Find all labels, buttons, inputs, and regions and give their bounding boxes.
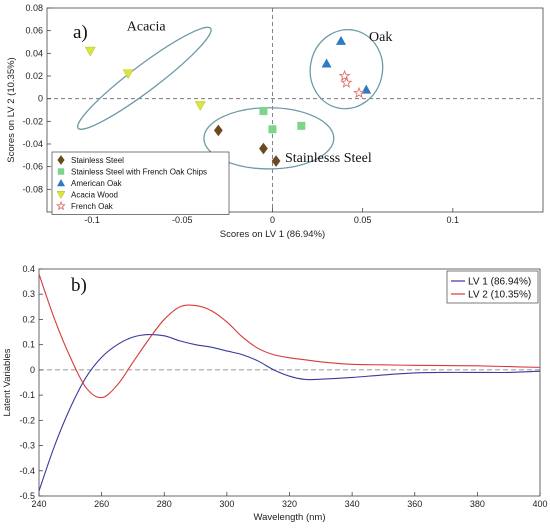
panel-b-y-tick-label: 0.2	[22, 314, 35, 324]
panel-a-y-tick-label: -0.08	[22, 184, 43, 194]
panel-b-lines	[38, 273, 541, 492]
panel-a-y-axis-label: Scores on LV 2 (10.35%)	[6, 57, 17, 162]
panel-b-y-tick-label: 0.4	[22, 264, 35, 274]
panel-a-x-tick-label: 0.05	[354, 215, 372, 225]
line-lv-1-86-94	[38, 333, 541, 492]
point-stainless-steel-2	[259, 142, 268, 155]
panel-b-x-tick-label: 280	[157, 499, 172, 509]
panel-a-y-tick-label: -0.06	[22, 162, 43, 172]
point-french-oak-1	[338, 69, 351, 82]
panel-b-y-tick-label: -0.2	[19, 415, 35, 425]
point-american-oak-1	[335, 35, 346, 45]
panel-a-label: a)	[73, 22, 88, 43]
panel-b-y-tick-label: -0.5	[19, 491, 35, 501]
panel-a-group-labels: Acacia Oak Stainlesss Steel	[127, 20, 393, 166]
legend-b-label-lv-1-86-94: LV 1 (86.94%)	[468, 277, 531, 288]
panel-a-points	[84, 35, 372, 167]
legend-b-label-lv-2-10-35: LV 2 (10.35%)	[468, 290, 531, 301]
group-ellipse-oak	[309, 29, 384, 110]
legend-a-label-french-oak: French Oak	[71, 202, 114, 211]
legend-a-label-stainless-steel-with-french-oak-chips: Stainless Steel with French Oak Chips	[71, 168, 207, 177]
panel-a-scores-plot: -0.1 -0.05 0 0.05 0.1 0.08 0.06 0.04 0.02 0 -0.02 -…	[6, 3, 544, 240]
point-acacia-wood-3	[194, 101, 206, 111]
panel-a-x-tick-label: 0.1	[447, 215, 460, 225]
panel-b-x-tick-label: 340	[345, 499, 360, 509]
legend-a-marker-stainless-steel-with-french-oak-chips	[57, 168, 65, 175]
point-stainless-steel-3	[271, 155, 281, 167]
panel-a-reference-lines	[47, 8, 543, 212]
panel-a-legend: Stainless Steel Stainless Steel with Fren…	[51, 151, 230, 215]
point-stainless-steel-with-french-oak-chips-3	[297, 121, 306, 130]
panel-b-y-tick-label: -0.3	[19, 441, 35, 451]
panel-b-y-tick-label: 0.3	[22, 289, 35, 299]
legend-a-marker-french-oak	[55, 200, 67, 211]
legend-a-marker-stainless-steel	[57, 155, 65, 165]
point-stainless-steel-with-french-oak-chips-1	[259, 107, 268, 116]
legend-a-marker-acacia-wood	[56, 191, 66, 200]
panel-a-y-tick-label: 0.02	[25, 71, 43, 81]
panel-b-x-tick-label: 380	[470, 499, 485, 509]
legend-a-label-american-oak: American Oak	[71, 179, 123, 188]
point-stainless-steel-1	[213, 124, 223, 137]
legend-a-label-acacia-wood: Acacia Wood	[71, 191, 118, 200]
group-label-acacia: Acacia	[127, 20, 167, 35]
panel-a-y-tick-label: -0.04	[22, 139, 43, 149]
panel-a-y-tick-label: 0.04	[25, 48, 43, 58]
panel-a-x-tick-label: 0	[270, 215, 275, 225]
point-acacia-wood-2	[122, 69, 134, 80]
panel-b-x-tick-label: 320	[282, 499, 297, 509]
group-ellipse-acacia	[77, 26, 212, 130]
panel-b-x-tick-label: 360	[407, 499, 422, 509]
panel-a-x-axis-label: Scores on LV 1 (86.94%)	[220, 229, 325, 240]
panel-a-y-tick-label: -0.02	[22, 116, 43, 126]
panel-a-y-tick-label: 0	[38, 94, 43, 104]
legend-a-label-stainless-steel: Stainless Steel	[71, 156, 124, 165]
panel-a-y-tick-label: 0.08	[25, 3, 43, 13]
group-label-oak: Oak	[369, 30, 392, 45]
panel-b-ticks: 240 260 280 300 320 340 360 380 400 0.4 0.3 0.2 0.1 0…	[19, 264, 547, 509]
point-acacia-wood-1	[84, 46, 96, 57]
panel-b-y-tick-label: -0.4	[19, 466, 35, 476]
panel-b-x-tick-label: 300	[219, 499, 234, 509]
point-french-oak-2	[340, 76, 353, 88]
panel-a-x-tick-label: -0.05	[172, 215, 193, 225]
panel-b-loadings-plot: 240 260 280 300 320 340 360 380 400 0.4 0.3 0.2 0.1 0…	[2, 264, 548, 523]
panel-b-y-tick-label: -0.1	[19, 390, 35, 400]
panel-b-legend-box	[446, 270, 539, 304]
panel-b-legend: LV 1 (86.94%) LV 2 (10.35%)	[446, 270, 539, 304]
point-stainless-steel-with-french-oak-chips-2	[268, 125, 277, 134]
legend-a-marker-american-oak	[57, 179, 65, 187]
point-american-oak-2	[321, 58, 332, 68]
panel-b-y-axis-label: Latent Variables	[2, 348, 13, 416]
panel-b-x-axis-label: Wavelength (nm)	[254, 512, 326, 523]
group-label-stainlesss-steel: Stainlesss Steel	[285, 151, 372, 166]
panel-b-label: b)	[71, 275, 87, 296]
panel-a-x-tick-label: -0.1	[84, 215, 100, 225]
panel-b-x-tick-label: 260	[94, 499, 109, 509]
point-french-oak-3	[353, 86, 365, 99]
panel-a-y-tick-label: 0.06	[25, 26, 43, 36]
panel-a-group-ellipses	[77, 26, 384, 170]
panel-b-y-tick-label: 0.1	[22, 340, 35, 350]
line-lv-2-10-35	[38, 273, 541, 399]
panel-b-x-tick-label: 400	[532, 499, 547, 509]
group-ellipse-stainlesss-steel	[203, 107, 335, 170]
panel-b-x-tick-label: 240	[31, 499, 46, 509]
panel-b-y-tick-label: 0	[30, 365, 35, 375]
panel-a-plot-frame	[46, 7, 544, 213]
panel-a-legend-box	[51, 151, 230, 215]
